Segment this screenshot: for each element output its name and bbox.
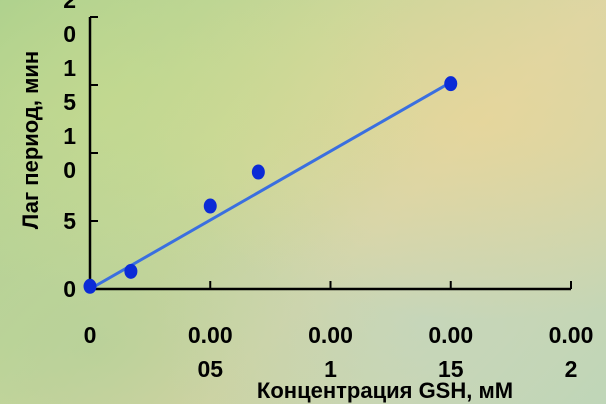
- trend-line: [89, 80, 452, 291]
- y-tick-label: 0: [63, 276, 76, 302]
- x-axis-title: Концентрация GSH, мМ: [257, 378, 513, 403]
- plot-area: 0 5 1 0 1 5 2 0 0 0.00 05 0.00 1 0.00 15 0.00 2: [63, 0, 593, 382]
- x-tick-label: 0.00 2: [549, 322, 594, 382]
- y-tick-label: 5: [63, 208, 76, 234]
- data-point: [83, 278, 97, 294]
- x-tick-label: 0: [84, 322, 97, 348]
- data-point: [203, 198, 217, 214]
- data-point: [444, 76, 458, 92]
- y-axis-title: Лаг период, мин: [18, 51, 43, 229]
- x-tick-label: 0.00 05: [188, 322, 233, 382]
- x-tick-label: 0.00 1: [308, 322, 353, 382]
- x-tick-label: 0.00 15: [428, 322, 473, 382]
- data-point: [124, 263, 138, 279]
- data-point: [251, 164, 265, 180]
